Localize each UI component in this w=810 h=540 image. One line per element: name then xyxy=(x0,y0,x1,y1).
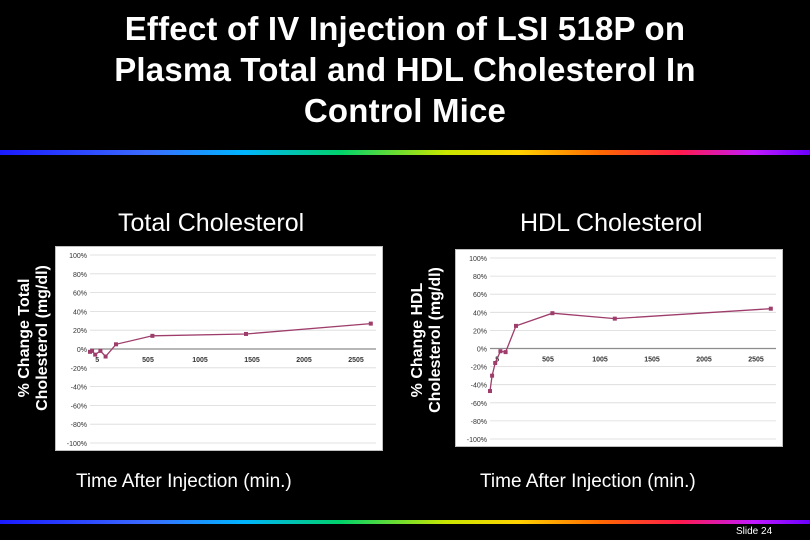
total-chart-data-point xyxy=(150,333,155,338)
hdl-cholesterol-chart: 100% 80% 60% 40% 20% 0% -20% -40% -60% -80% -100% 5… xyxy=(455,249,783,447)
hdl-chart-y-tick-label: 60% xyxy=(473,292,487,299)
total-cholesterol-chart: 100% 80% 60% 40% 20% 0% -20% -40% -60% -80% -100% 5… xyxy=(55,246,383,451)
total-chart-y-tick-label: 20% xyxy=(73,328,87,335)
total-chart-data-point xyxy=(103,354,108,359)
total-cholesterol-y-axis-label: % Change Total Cholesterol (mg/dl) xyxy=(16,238,52,438)
total-chart-y-tick-label: 40% xyxy=(73,309,87,316)
rainbow-divider-bottom xyxy=(0,520,810,524)
slide-title: Effect of IV Injection of LSI 518P on Pl… xyxy=(0,8,810,131)
hdl-chart-series-line xyxy=(489,308,771,392)
rainbow-divider-top xyxy=(0,150,810,155)
hdl-chart-data-point xyxy=(493,360,498,365)
total-chart-x-tick-label: 2005 xyxy=(296,357,312,364)
total-chart-y-tick-label: 80% xyxy=(73,272,87,279)
total-chart-y-tick-label: 100% xyxy=(69,253,87,260)
hdl-chart-data-point xyxy=(498,349,503,354)
total-chart-y-tick-label: -100% xyxy=(67,441,87,448)
hdl-chart-y-tick-label: -20% xyxy=(471,365,487,372)
total-chart-data-point xyxy=(368,321,373,326)
hdl-chart-data-point xyxy=(503,350,508,355)
hdl-chart-x-tick-label: 505 xyxy=(542,357,554,364)
hdl-chart-data-point xyxy=(768,306,773,311)
slide-title-line-2: Plasma Total and HDL Cholesterol In xyxy=(114,51,696,88)
hdl-ylabel-line-1: % Change HDL xyxy=(409,282,426,398)
total-chart-data-point xyxy=(244,331,248,336)
hdl-ylabel-line-2: Cholesterol (mg/dl) xyxy=(427,267,444,413)
hdl-chart-data-point xyxy=(514,323,518,328)
total-chart-y-tick-label: 0% xyxy=(77,347,87,354)
hdl-chart-x-tick-label: 1005 xyxy=(592,357,608,364)
hdl-chart-x-tick-label: 1505 xyxy=(644,357,660,364)
hdl-cholesterol-plot: 100% 80% 60% 40% 20% 0% -20% -40% -60% -80% -100% 5… xyxy=(467,256,776,444)
hdl-chart-data-point xyxy=(612,316,617,321)
hdl-chart-y-tick-label: 80% xyxy=(473,274,487,281)
total-chart-y-tick-label: -60% xyxy=(71,403,87,410)
hdl-cholesterol-y-axis-label: % Change HDL Cholesterol (mg/dl) xyxy=(409,240,445,440)
total-cholesterol-x-axis-label: Time After Injection (min.) xyxy=(76,471,292,492)
hdl-chart-y-tick-label: -60% xyxy=(471,401,487,408)
hdl-chart-x-tick-label: 2505 xyxy=(748,357,764,364)
total-chart-x-tick-label: 1005 xyxy=(192,357,208,364)
slide-number: Slide 24 xyxy=(736,526,773,537)
total-chart-data-point xyxy=(98,348,103,353)
total-chart-data-point xyxy=(90,348,95,353)
total-chart-data-point xyxy=(93,352,98,357)
total-cholesterol-chart-title: Total Cholesterol xyxy=(118,209,305,237)
total-chart-x-tick-label: 1505 xyxy=(244,357,260,364)
total-chart-y-tick-label: -20% xyxy=(71,366,87,373)
hdl-chart-data-point xyxy=(490,373,495,378)
total-chart-y-tick-label: 60% xyxy=(73,291,87,298)
total-chart-data-point xyxy=(114,342,118,347)
total-chart-data-point xyxy=(88,349,92,354)
hdl-cholesterol-chart-title: HDL Cholesterol xyxy=(520,209,703,237)
total-chart-x-tick-label: 505 xyxy=(142,357,154,364)
hdl-chart-y-tick-label: -40% xyxy=(471,383,487,390)
total-chart-y-tick-label: -40% xyxy=(71,385,87,392)
hdl-cholesterol-x-axis-label: Time After Injection (min.) xyxy=(480,471,696,492)
hdl-chart-y-tick-label: -100% xyxy=(467,437,487,444)
hdl-chart-y-tick-label: 20% xyxy=(473,328,487,335)
hdl-chart-data-point xyxy=(488,389,492,394)
hdl-chart-x-tick-label: 5 xyxy=(495,357,499,364)
total-ylabel-line-2: Cholesterol (mg/dl) xyxy=(34,265,51,411)
total-chart-y-tick-label: -80% xyxy=(71,422,87,429)
hdl-chart-y-tick-label: 0% xyxy=(477,347,487,354)
hdl-chart-y-tick-label: 100% xyxy=(469,256,487,263)
total-chart-series-line xyxy=(89,322,371,358)
total-cholesterol-plot: 100% 80% 60% 40% 20% 0% -20% -40% -60% -80% -100% 5… xyxy=(67,253,376,448)
hdl-chart-x-tick-label: 2005 xyxy=(696,357,712,364)
hdl-chart-y-tick-label: 40% xyxy=(473,310,487,317)
slide-title-line-3: Control Mice xyxy=(303,92,507,129)
total-chart-x-tick-label: 2505 xyxy=(348,357,364,364)
slide-title-line-1: Effect of IV Injection of LSI 518P on xyxy=(124,10,686,47)
hdl-chart-y-tick-label: -80% xyxy=(471,419,487,426)
total-ylabel-line-1: % Change Total xyxy=(16,278,33,398)
total-chart-x-tick-label: 5 xyxy=(95,357,99,364)
hdl-chart-data-point xyxy=(550,311,555,316)
